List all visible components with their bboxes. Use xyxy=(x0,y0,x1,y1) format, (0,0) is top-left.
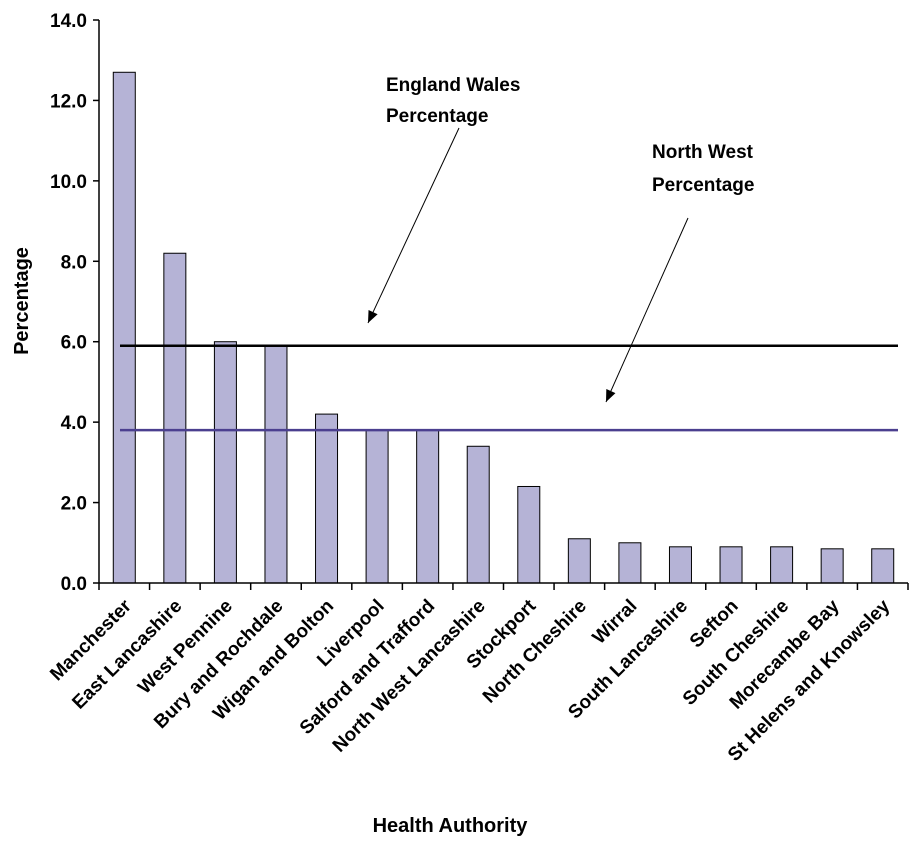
england-wales-label-line1: England Wales xyxy=(386,75,520,96)
bar xyxy=(719,546,743,584)
north-west-label-line1: North West xyxy=(652,142,754,163)
y-tick-label: 14.0 xyxy=(50,11,87,32)
y-axis-title: Percentage xyxy=(11,247,33,355)
bars xyxy=(112,71,895,584)
y-axis: 0.0 2.0 4.0 6.0 8.0 10.0 12.0 14.0 xyxy=(50,11,100,595)
england-wales-arrow xyxy=(367,127,460,324)
bar xyxy=(517,485,541,584)
bar xyxy=(871,548,895,584)
bar xyxy=(618,542,642,584)
bar xyxy=(163,252,187,584)
bar xyxy=(365,429,389,584)
y-tick-label: 2.0 xyxy=(61,494,87,515)
bar xyxy=(315,413,339,584)
north-west-label-line2: Percentage xyxy=(652,175,754,196)
y-tick-label: 10.0 xyxy=(50,172,87,193)
y-tick-label: 0.0 xyxy=(61,574,87,595)
bar xyxy=(820,548,844,584)
england-wales-label-line2: Percentage xyxy=(386,106,488,127)
y-tick-label: 12.0 xyxy=(50,91,87,112)
x-axis-title: Health Authority xyxy=(373,815,529,837)
bar xyxy=(213,341,237,584)
north-west-arrow xyxy=(605,217,689,403)
bar xyxy=(770,546,794,584)
north-west-arrow-head xyxy=(606,389,616,402)
reference-lines xyxy=(120,344,898,432)
bar xyxy=(112,71,136,584)
y-tick-label: 4.0 xyxy=(61,413,87,434)
bar xyxy=(466,445,490,584)
bar xyxy=(567,538,591,584)
bar xyxy=(668,546,692,584)
bar xyxy=(416,429,440,584)
y-tick-label: 8.0 xyxy=(61,252,87,273)
annotations: England Wales Percentage North West Perc… xyxy=(367,75,754,403)
bar xyxy=(264,345,288,584)
y-tick-label: 6.0 xyxy=(61,333,87,354)
england-wales-arrow-head xyxy=(368,310,378,323)
